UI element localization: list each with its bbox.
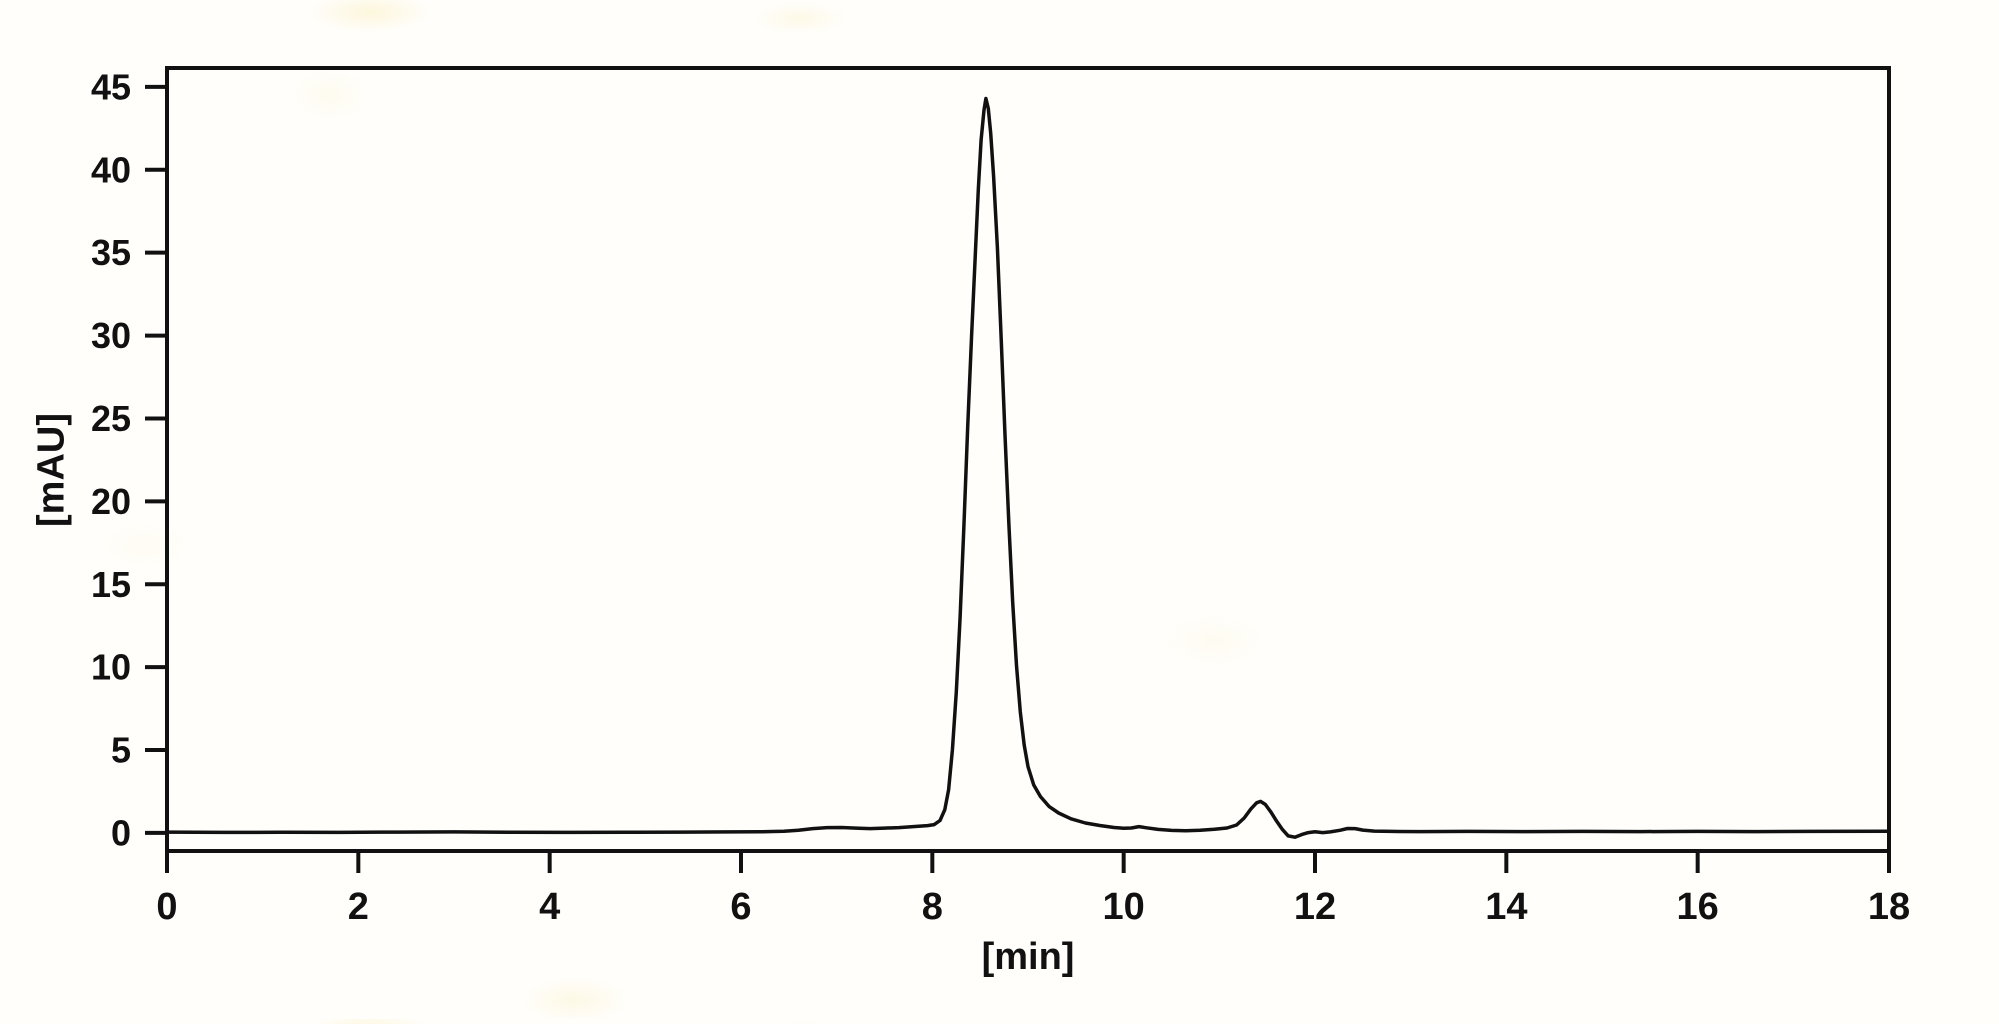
y-axis-label: [mAU] [30, 413, 73, 527]
signal-trace [165, 96, 1891, 839]
x-tick-label: 10 [1103, 886, 1145, 928]
x-tick-label: 12 [1294, 886, 1336, 928]
y-tick-label: 15 [91, 564, 131, 605]
x-tick-label: 16 [1677, 886, 1719, 928]
plot-frame [165, 66, 1891, 853]
y-tick-label: 40 [91, 149, 131, 190]
x-tick-label: 2 [348, 886, 369, 928]
y-tick-label: 0 [111, 812, 131, 853]
x-tick-label: 6 [730, 886, 751, 928]
x-tick-label: 14 [1485, 886, 1527, 928]
x-tick-label: 4 [539, 886, 560, 928]
y-tick-label: 30 [91, 315, 131, 356]
x-axis-label: [min] [981, 936, 1075, 978]
x-axis: 0 2 4 6 8 10 12 14 16 18 [156, 851, 1910, 928]
x-tick-label: 8 [922, 886, 943, 928]
y-tick-label: 25 [91, 398, 131, 439]
y-axis: 0 5 10 15 20 25 30 35 40 45 [91, 66, 167, 853]
y-tick-label: 10 [91, 647, 131, 688]
y-tick-label: 45 [91, 66, 131, 107]
y-tick-label: 35 [91, 232, 131, 273]
y-tick-label: 5 [111, 730, 131, 771]
x-tick-label: 0 [156, 886, 177, 928]
y-tick-label: 20 [91, 481, 131, 522]
x-tick-label: 18 [1868, 886, 1910, 928]
